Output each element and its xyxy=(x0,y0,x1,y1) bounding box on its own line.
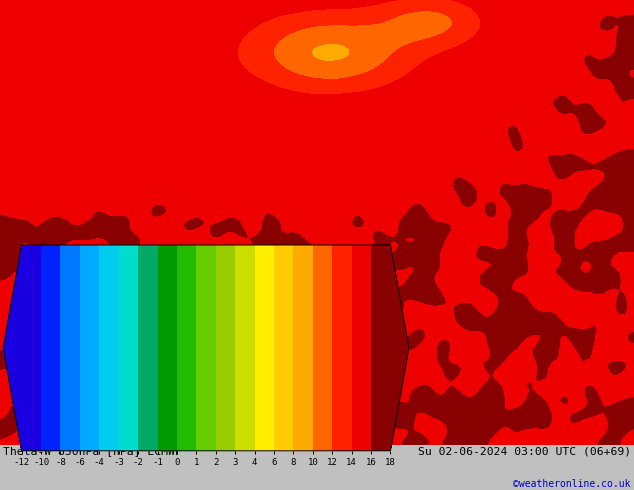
Text: Su 02-06-2024 03:00 UTC (06+69): Su 02-06-2024 03:00 UTC (06+69) xyxy=(418,446,631,456)
Text: Theta-W 850hPa [hPa] ECMWF: Theta-W 850hPa [hPa] ECMWF xyxy=(3,446,182,456)
PathPatch shape xyxy=(391,245,409,451)
PathPatch shape xyxy=(3,245,22,451)
Text: ©weatheronline.co.uk: ©weatheronline.co.uk xyxy=(514,479,631,489)
